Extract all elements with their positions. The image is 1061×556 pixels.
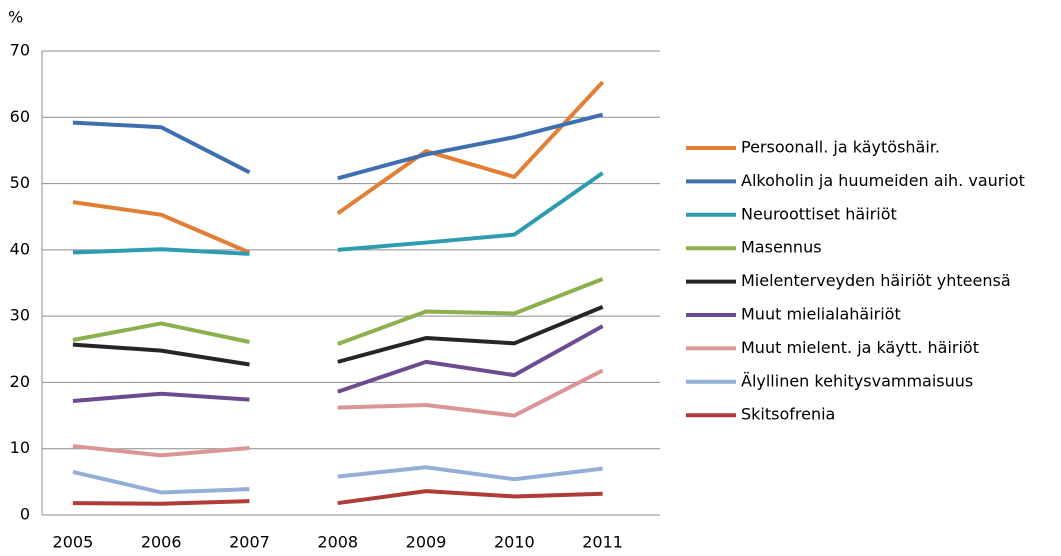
legend-label: Muut mielent. ja käytt. häiriöt xyxy=(741,338,979,357)
legend-label: Muut mielialahäiriöt xyxy=(741,305,901,324)
series-line xyxy=(72,80,605,255)
legend-label: Skitsofrenia xyxy=(741,405,835,424)
x-tick-label: 2009 xyxy=(406,533,447,552)
legend-label: Masennus xyxy=(741,238,822,257)
legend-label: Alkoholin ja huumeiden aih. vauriot xyxy=(741,171,1025,190)
series-line xyxy=(72,171,604,256)
series-line xyxy=(72,112,604,181)
y-axis-label: % xyxy=(8,8,23,27)
y-tick-label: 40 xyxy=(10,239,30,258)
legend-label: Persoonall. ja käytöshäir. xyxy=(741,138,940,157)
x-tick-label: 2005 xyxy=(53,533,94,552)
series-line xyxy=(72,489,603,506)
y-tick-label: 60 xyxy=(10,107,30,126)
series-line xyxy=(72,277,604,346)
y-tick-label: 70 xyxy=(10,41,30,60)
x-tick-label: 2011 xyxy=(582,533,623,552)
y-tick-label: 50 xyxy=(10,173,30,192)
series-line xyxy=(72,305,604,367)
x-tick-label: 2007 xyxy=(229,533,270,552)
x-tick-label: 2008 xyxy=(317,533,358,552)
legend-label: Mielenterveyden häiriöt yhteensä xyxy=(741,271,1011,290)
y-tick-label: 20 xyxy=(10,372,30,391)
y-tick-label: 10 xyxy=(10,438,30,457)
legend-label: Älyllinen kehitysvammaisuus xyxy=(741,371,973,390)
x-tick-label: 2010 xyxy=(494,533,535,552)
y-tick-label: 30 xyxy=(10,306,30,325)
series-line xyxy=(72,465,603,495)
series-line xyxy=(72,368,604,458)
series-line xyxy=(72,324,604,403)
x-tick-label: 2006 xyxy=(141,533,182,552)
y-tick-label: 0 xyxy=(20,505,30,524)
legend-label: Neuroottiset häiriöt xyxy=(741,204,897,223)
